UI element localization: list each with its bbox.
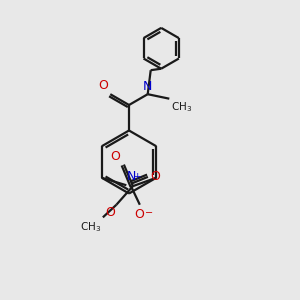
Text: O: O	[105, 206, 115, 219]
Text: O: O	[150, 170, 160, 183]
Text: O: O	[134, 208, 144, 221]
Text: N: N	[143, 80, 152, 93]
Text: O: O	[98, 79, 108, 92]
Text: +: +	[133, 172, 140, 181]
Text: N: N	[127, 170, 136, 183]
Text: CH$_3$: CH$_3$	[80, 220, 101, 234]
Text: O: O	[110, 150, 120, 163]
Text: −: −	[145, 208, 153, 218]
Text: CH$_3$: CH$_3$	[171, 100, 192, 114]
